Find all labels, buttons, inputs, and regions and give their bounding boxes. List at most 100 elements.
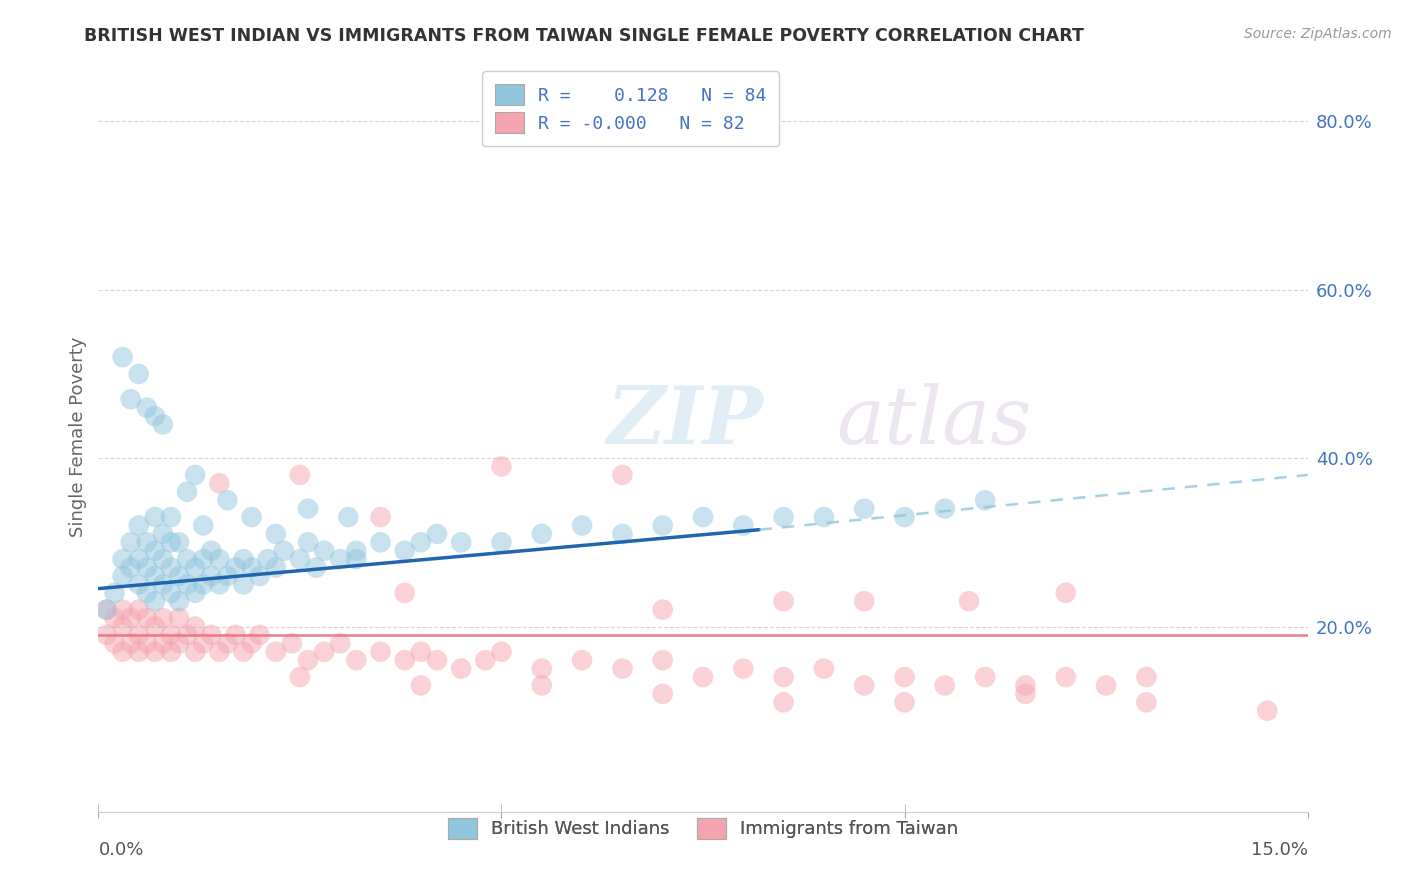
Point bbox=[329, 636, 352, 650]
Point bbox=[394, 586, 416, 600]
Text: BRITISH WEST INDIAN VS IMMIGRANTS FROM TAIWAN SINGLE FEMALE POVERTY CORRELATION : BRITISH WEST INDIAN VS IMMIGRANTS FROM T… bbox=[84, 27, 1084, 45]
Point bbox=[344, 653, 367, 667]
Point bbox=[143, 543, 166, 558]
Point bbox=[264, 560, 287, 574]
Text: Source: ZipAtlas.com: Source: ZipAtlas.com bbox=[1244, 27, 1392, 41]
Point bbox=[152, 552, 174, 566]
Point bbox=[135, 636, 157, 650]
Point bbox=[208, 645, 231, 659]
Point bbox=[612, 662, 634, 676]
Point bbox=[733, 518, 755, 533]
Point bbox=[208, 552, 231, 566]
Point bbox=[184, 645, 207, 659]
Point bbox=[651, 602, 673, 616]
Point bbox=[120, 535, 142, 549]
Point bbox=[167, 569, 190, 583]
Point bbox=[1014, 687, 1036, 701]
Point bbox=[200, 569, 222, 583]
Point bbox=[128, 628, 150, 642]
Point bbox=[224, 628, 246, 642]
Point bbox=[111, 619, 134, 633]
Point bbox=[128, 577, 150, 591]
Point bbox=[344, 543, 367, 558]
Point bbox=[450, 662, 472, 676]
Point bbox=[135, 586, 157, 600]
Point bbox=[176, 484, 198, 499]
Point bbox=[288, 552, 311, 566]
Point bbox=[314, 543, 336, 558]
Point bbox=[264, 645, 287, 659]
Point bbox=[612, 527, 634, 541]
Point bbox=[96, 602, 118, 616]
Point bbox=[193, 636, 215, 650]
Point bbox=[974, 493, 997, 508]
Point bbox=[111, 645, 134, 659]
Point bbox=[1054, 586, 1077, 600]
Point bbox=[232, 577, 254, 591]
Point bbox=[893, 510, 915, 524]
Point bbox=[128, 367, 150, 381]
Point bbox=[217, 493, 239, 508]
Point bbox=[1095, 678, 1118, 692]
Point bbox=[111, 569, 134, 583]
Point bbox=[128, 552, 150, 566]
Point bbox=[249, 569, 271, 583]
Text: atlas: atlas bbox=[837, 384, 1032, 461]
Point bbox=[167, 594, 190, 608]
Point bbox=[135, 401, 157, 415]
Point bbox=[193, 577, 215, 591]
Point bbox=[450, 535, 472, 549]
Point bbox=[370, 645, 392, 659]
Point bbox=[232, 552, 254, 566]
Point bbox=[143, 510, 166, 524]
Point bbox=[394, 653, 416, 667]
Point bbox=[273, 543, 295, 558]
Point bbox=[571, 653, 593, 667]
Point bbox=[193, 518, 215, 533]
Point bbox=[184, 467, 207, 482]
Point bbox=[135, 535, 157, 549]
Point bbox=[491, 535, 513, 549]
Point bbox=[893, 695, 915, 709]
Point bbox=[474, 653, 496, 667]
Point bbox=[426, 653, 449, 667]
Point bbox=[193, 552, 215, 566]
Point bbox=[167, 611, 190, 625]
Point bbox=[1054, 670, 1077, 684]
Point bbox=[612, 467, 634, 482]
Point bbox=[103, 586, 125, 600]
Point bbox=[184, 619, 207, 633]
Point bbox=[96, 628, 118, 642]
Point bbox=[128, 645, 150, 659]
Point bbox=[491, 459, 513, 474]
Text: 0.0%: 0.0% bbox=[98, 841, 143, 859]
Point bbox=[152, 577, 174, 591]
Point bbox=[176, 552, 198, 566]
Point bbox=[152, 527, 174, 541]
Point bbox=[297, 653, 319, 667]
Text: ZIP: ZIP bbox=[606, 384, 763, 461]
Point bbox=[281, 636, 304, 650]
Point bbox=[409, 678, 432, 692]
Point bbox=[200, 628, 222, 642]
Point bbox=[120, 611, 142, 625]
Point bbox=[1135, 695, 1157, 709]
Point bbox=[96, 602, 118, 616]
Point bbox=[853, 594, 876, 608]
Point bbox=[305, 560, 328, 574]
Point bbox=[160, 560, 183, 574]
Point bbox=[167, 535, 190, 549]
Point bbox=[772, 594, 794, 608]
Point bbox=[772, 695, 794, 709]
Point bbox=[733, 662, 755, 676]
Point bbox=[974, 670, 997, 684]
Point bbox=[160, 645, 183, 659]
Point bbox=[813, 662, 835, 676]
Point bbox=[240, 560, 263, 574]
Point bbox=[297, 535, 319, 549]
Point bbox=[288, 670, 311, 684]
Point bbox=[651, 687, 673, 701]
Point bbox=[934, 678, 956, 692]
Point bbox=[530, 662, 553, 676]
Point bbox=[135, 560, 157, 574]
